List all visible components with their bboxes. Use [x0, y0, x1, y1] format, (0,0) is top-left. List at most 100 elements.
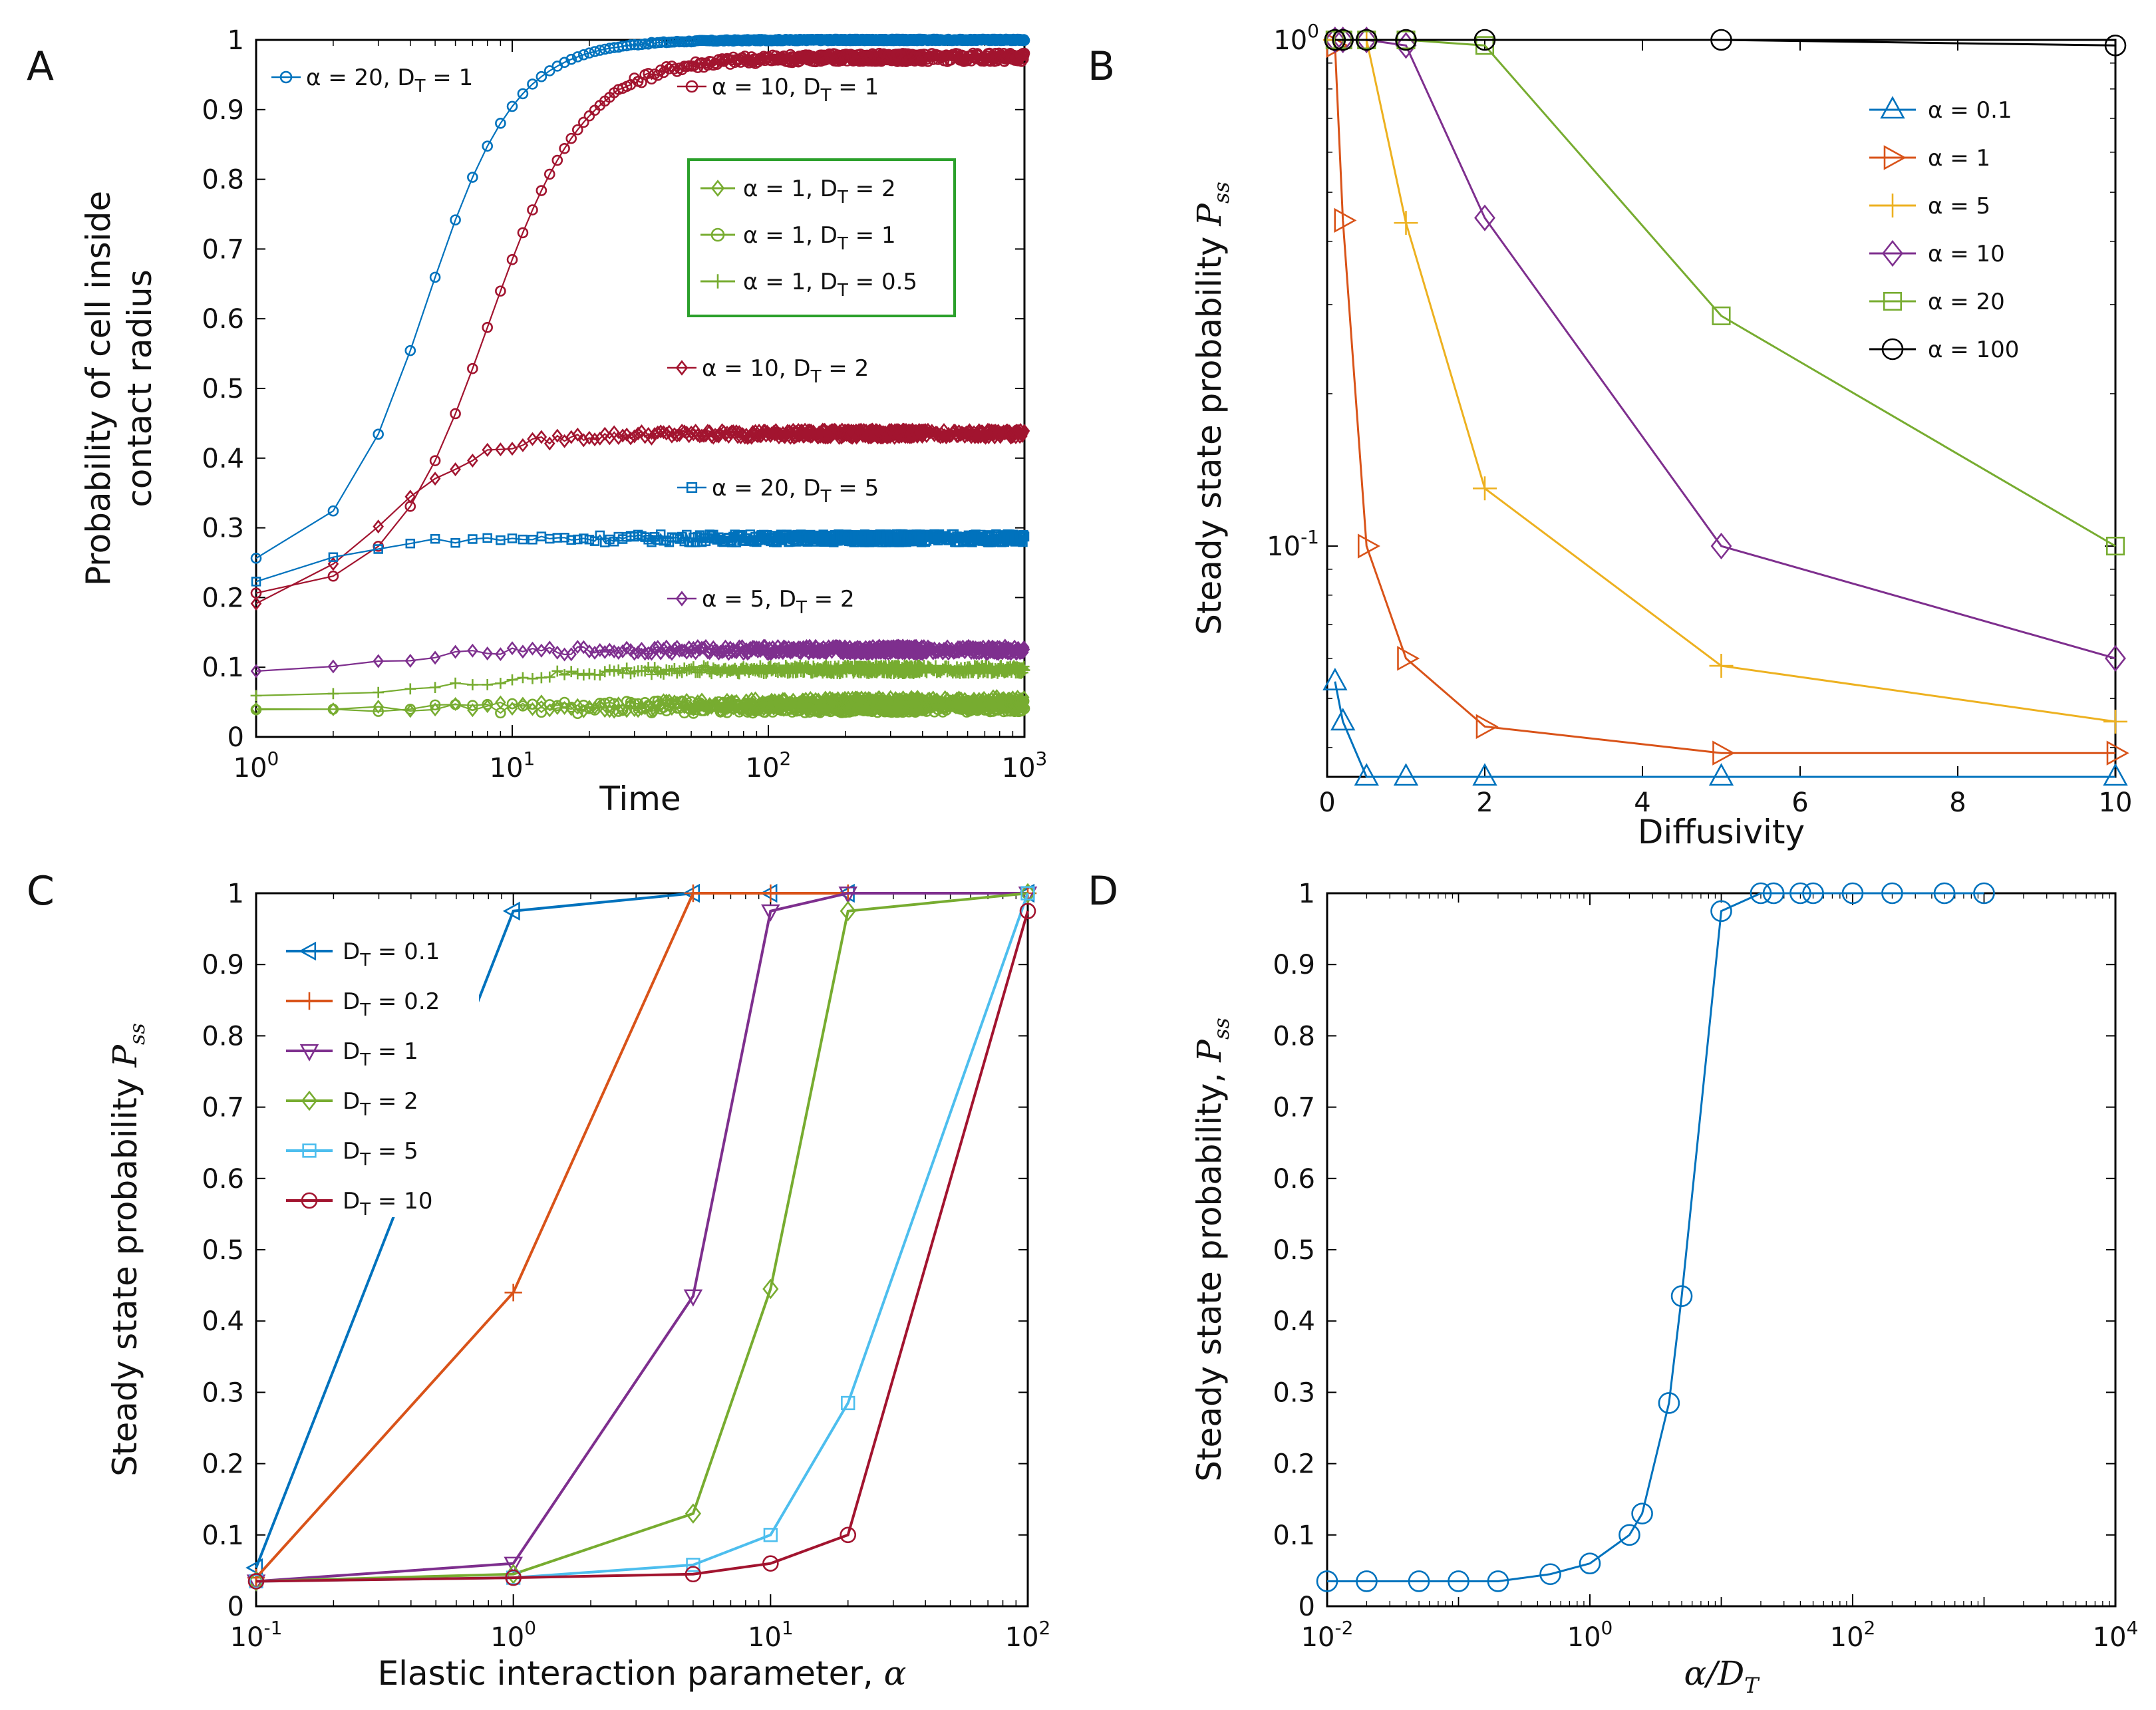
data-marker	[1330, 708, 1356, 731]
data-marker	[1332, 29, 1354, 51]
data-marker	[495, 647, 506, 662]
data-marker	[632, 645, 644, 660]
plot-frame	[255, 39, 1026, 738]
data-marker	[685, 1503, 702, 1524]
y-tick-label: 0.3	[202, 1377, 244, 1408]
series-alpha_20_DT_1: α = 20, DT = 1	[250, 33, 1030, 564]
y-tick-label: 0.7	[202, 1093, 244, 1123]
data-marker	[482, 646, 493, 660]
data-marker	[1395, 29, 1417, 51]
data-marker	[543, 436, 555, 451]
legend-label: α = 10	[1928, 241, 2005, 267]
legend-label: DT = 0.1	[343, 938, 440, 970]
data-marker	[2105, 644, 2126, 672]
data-marker	[543, 671, 555, 683]
data-marker	[646, 431, 657, 446]
data-marker	[429, 650, 441, 665]
legend-marker	[300, 992, 319, 1010]
data-marker	[930, 660, 941, 672]
x-tick-label: 100	[490, 1617, 536, 1653]
x-axis-label: Diffusivity	[1638, 813, 1805, 851]
data-marker	[1631, 1502, 1653, 1524]
label-marker	[675, 360, 689, 376]
panel-letter-d: D	[1088, 868, 1118, 915]
data-marker	[527, 702, 538, 716]
data-marker	[1473, 476, 1497, 501]
data-marker	[1708, 763, 1734, 786]
data-marker	[1709, 654, 1734, 678]
data-marker	[1394, 211, 1418, 235]
data-marker	[495, 118, 506, 129]
y-tick-label: 0.2	[202, 583, 244, 613]
legend-marker	[710, 274, 725, 289]
data-marker	[573, 534, 583, 545]
data-marker	[1332, 26, 1354, 54]
data-marker	[1393, 763, 1419, 786]
data-marker	[2103, 763, 2128, 786]
data-marker	[1355, 29, 1378, 51]
data-marker	[495, 442, 506, 457]
data-marker	[450, 677, 461, 689]
y-axis-label: Steady state probability, Pss	[1190, 1018, 1234, 1482]
y-tick-label: 1	[228, 25, 244, 56]
legend-marker	[710, 227, 725, 242]
data-marker	[599, 644, 611, 659]
series-line	[255, 892, 1028, 1583]
data-marker	[1841, 882, 1864, 905]
legend-marker	[1880, 96, 1905, 119]
data-marker	[506, 674, 518, 686]
data-marker	[450, 696, 461, 711]
data-marker	[327, 688, 339, 700]
data-marker	[760, 667, 772, 679]
y-tick-label: 100	[1273, 20, 1319, 56]
series-alpha_5_DT_2: α = 5, DT = 2	[250, 586, 1030, 678]
data-marker	[506, 701, 518, 716]
data-marker	[1618, 1524, 1640, 1546]
y-tick-label: 0.4	[1273, 1306, 1315, 1337]
data-marker	[559, 533, 569, 543]
panel-c-chart: 0 0.1 0.2 0.3 0.4 0.5 0.6 0.7 0.8 0.9 1 10-1 100 101 1…	[106, 879, 1050, 1693]
y-tick-label: 0.9	[1273, 950, 1315, 980]
x-tick-label: 4	[1634, 787, 1650, 818]
data-marker	[595, 530, 605, 541]
data-marker	[1019, 903, 1036, 920]
data-marker	[543, 641, 555, 655]
data-marker	[559, 57, 570, 69]
legend-marker	[1882, 239, 1903, 267]
data-marker	[507, 533, 518, 543]
data-marker	[1802, 882, 1824, 905]
data-marker	[467, 172, 478, 183]
data-marker	[496, 535, 506, 545]
data-marker	[1472, 763, 1497, 786]
data-marker	[1474, 204, 1495, 231]
data-marker	[1933, 882, 1956, 905]
plot-frame	[1326, 892, 2117, 1608]
y-tick-label: 0.1	[202, 652, 244, 683]
data-marker	[250, 690, 262, 702]
data-marker	[1018, 640, 1030, 654]
data-marker	[1658, 1392, 1680, 1414]
data-marker	[669, 694, 681, 709]
data-marker	[543, 65, 555, 76]
data-marker	[506, 254, 518, 265]
data-marker	[247, 1571, 265, 1592]
label-marker	[685, 80, 698, 93]
panel-b-chart: 0 2 4 6 8 10 10-1 100 Diffusivity Steady state pr…	[1190, 20, 2132, 851]
data-marker	[726, 424, 738, 439]
x-tick-label: 10-1	[230, 1617, 283, 1653]
data-marker	[629, 698, 640, 710]
legend-label: DT = 10	[343, 1188, 432, 1220]
data-marker	[495, 695, 506, 710]
y-tick-label: 0.9	[202, 950, 244, 980]
data-marker	[1356, 1570, 1378, 1592]
x-tick-label: 10	[2099, 787, 2133, 818]
data-marker	[1397, 646, 1420, 671]
data-marker	[468, 534, 478, 544]
data-marker	[762, 884, 780, 903]
series-label: α = 10, DT = 2	[702, 355, 869, 387]
data-marker	[251, 577, 261, 587]
data-marker	[404, 704, 416, 718]
data-marker	[505, 1569, 522, 1586]
x-tick-label: 8	[1949, 787, 1966, 818]
data-marker	[655, 646, 667, 660]
